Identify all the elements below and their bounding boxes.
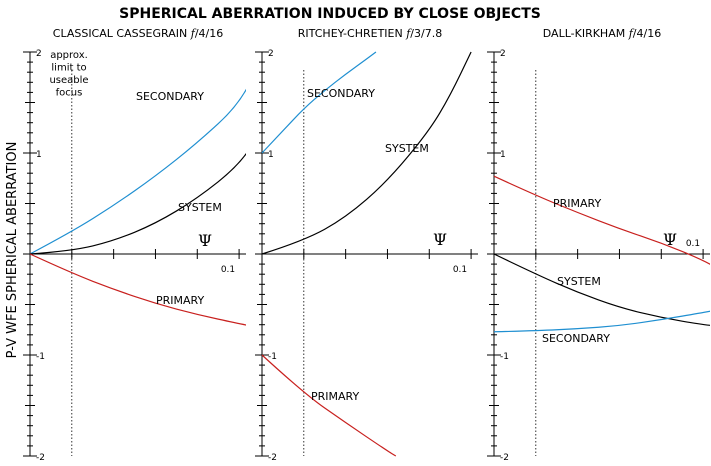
series-label-secondary: SECONDARY: [307, 87, 375, 100]
panel-2: DALL-KIRKHAM f/4/16 2 1 -1 -2 0.1 Ψ PRIMARY SYST…: [487, 27, 710, 463]
panel-title: RITCHEY-CHRETIEN f/3/7.8: [298, 27, 442, 40]
series-line-secondary: [493, 310, 710, 333]
limit-annotation: useable: [49, 75, 88, 86]
series-label-primary: PRIMARY: [156, 294, 204, 307]
series-label-system: SYSTEM: [557, 275, 601, 288]
y-tick-label: -1: [268, 352, 277, 362]
psi-symbol: Ψ: [198, 231, 212, 250]
series-line-system: [29, 153, 246, 255]
x-tick-label: 0.1: [686, 239, 700, 249]
series-label-primary: PRIMARY: [553, 197, 601, 210]
chart-title: SPHERICAL ABERRATION INDUCED BY CLOSE OB…: [119, 6, 541, 22]
limit-annotation: approx.: [50, 50, 88, 61]
y-axis-label: P-V WFE SPHERICAL ABERRATION: [5, 142, 20, 359]
panel-title: DALL-KIRKHAM f/4/16: [543, 27, 661, 40]
psi-symbol: Ψ: [433, 230, 447, 249]
series-label-system: SYSTEM: [385, 142, 429, 155]
panels-group: CLASSICAL CASSEGRAIN f/4/16 2 1 -1 -2 0.1 Ψapp…: [23, 27, 710, 463]
series-label-secondary: SECONDARY: [136, 90, 204, 103]
limit-annotation: focus: [56, 88, 83, 99]
y-tick-label: -2: [500, 453, 509, 463]
series-label-system: SYSTEM: [178, 201, 222, 214]
series-line-system: [261, 51, 472, 255]
limit-annotation: limit to: [51, 63, 86, 74]
psi-symbol: Ψ: [663, 230, 677, 249]
series-line-primary: [261, 354, 397, 457]
series-line-primary: [493, 175, 710, 265]
panel-1: RITCHEY-CHRETIEN f/3/7.8 2 1 -1 -2 0.1 Ψ SECOND…: [255, 27, 478, 463]
y-tick-label: 1: [500, 150, 506, 160]
y-tick-label: 2: [36, 49, 42, 59]
series-line-secondary: [29, 88, 246, 255]
y-tick-label: -1: [500, 352, 509, 362]
x-tick-label: 0.1: [453, 265, 467, 275]
series-line-secondary: [261, 51, 377, 154]
series-label-primary: PRIMARY: [311, 390, 359, 403]
series-line-primary: [29, 253, 246, 326]
panel-0: CLASSICAL CASSEGRAIN f/4/16 2 1 -1 -2 0.1 Ψapp…: [23, 27, 246, 463]
series-line-system: [493, 253, 710, 326]
y-tick-label: 1: [268, 150, 274, 160]
y-tick-label: 2: [500, 49, 506, 59]
y-tick-label: 2: [268, 49, 274, 59]
y-tick-label: -2: [36, 453, 45, 463]
panel-title: CLASSICAL CASSEGRAIN f/4/16: [53, 27, 223, 40]
y-tick-label: 1: [36, 150, 42, 160]
series-label-secondary: SECONDARY: [542, 332, 610, 345]
x-tick-label: 0.1: [221, 265, 235, 275]
y-tick-label: -2: [268, 453, 277, 463]
y-tick-label: -1: [36, 352, 45, 362]
